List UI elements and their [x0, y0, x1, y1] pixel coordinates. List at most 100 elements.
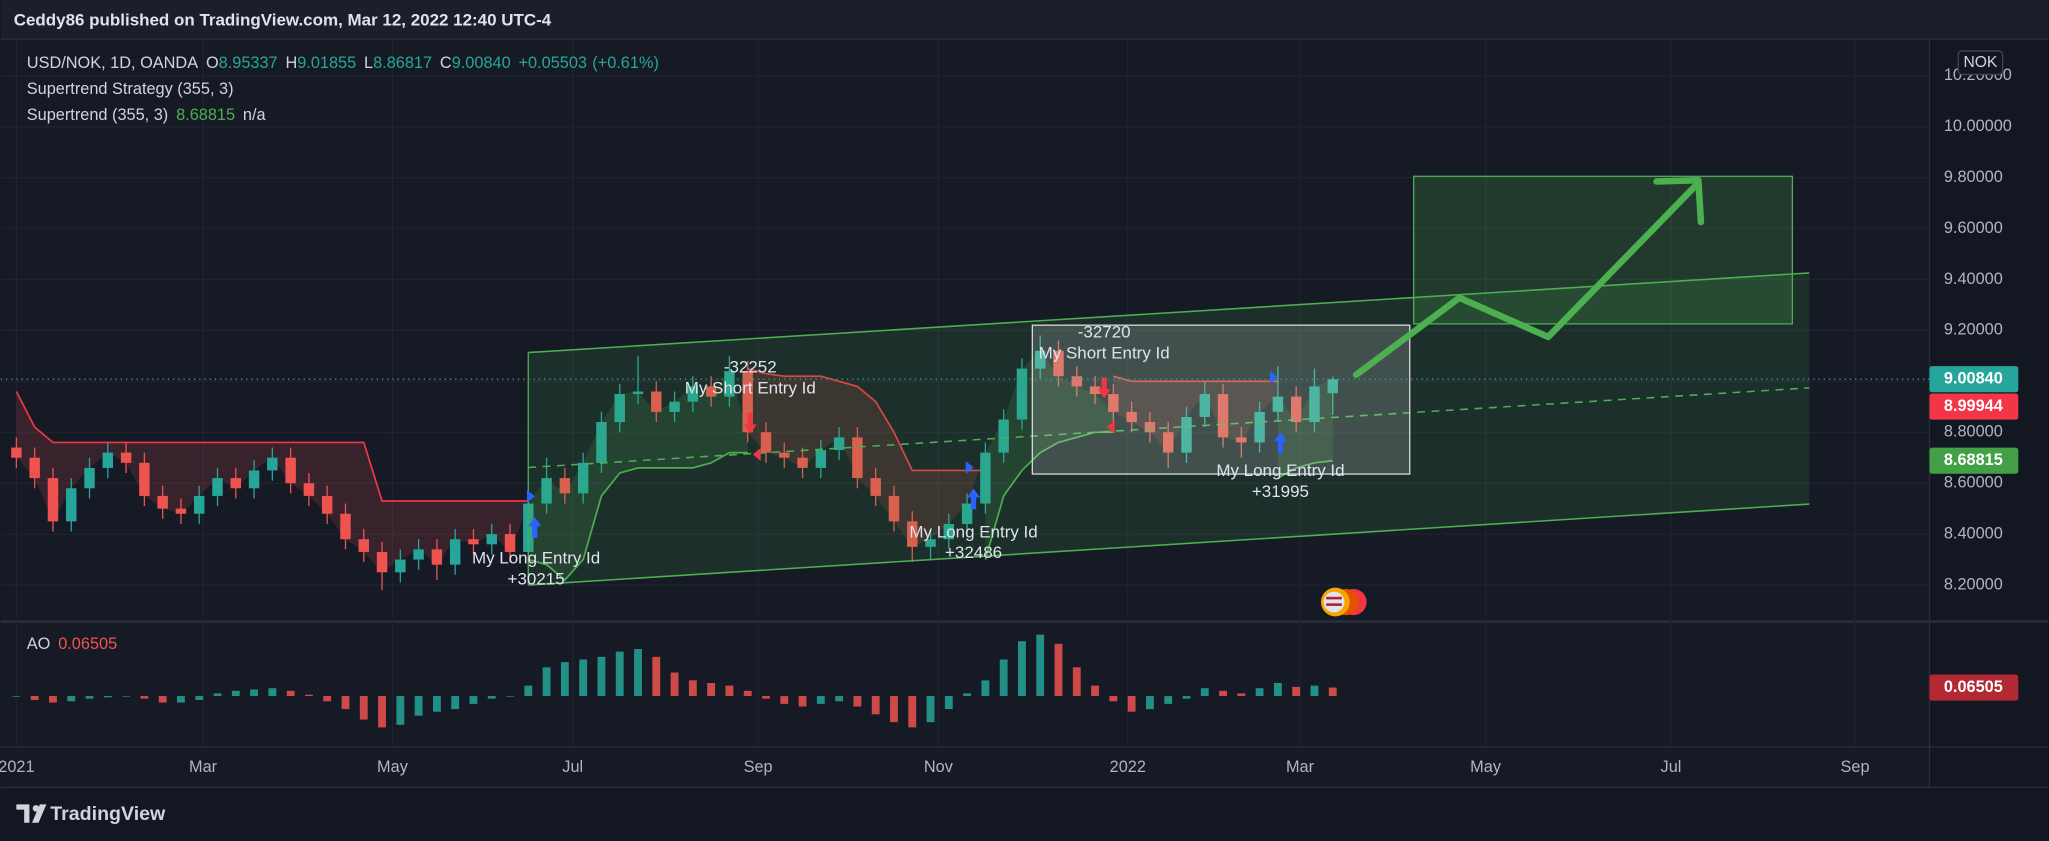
ao-bar: [195, 696, 204, 700]
candle-body: [468, 539, 479, 545]
ohlc-value: 8.95337: [219, 54, 278, 72]
ao-bar: [926, 696, 935, 723]
grid: [0, 39, 1930, 747]
candle-body: [833, 437, 845, 451]
candle-body: [139, 462, 150, 496]
signal-triangle: [752, 447, 761, 461]
change: +0.05503: [519, 54, 588, 72]
candle-body: [486, 534, 497, 545]
y-tick-label: 8.60000: [1944, 473, 2003, 491]
trend-fill: [528, 371, 748, 580]
ao-bar: [213, 693, 222, 697]
candle-body: [1254, 411, 1265, 443]
x-tick-label: Jul: [562, 758, 583, 776]
ao-bar: [560, 662, 569, 697]
trade-label: My Short Entry Id: [1039, 343, 1170, 362]
x-tick-label: 2021: [0, 758, 35, 776]
ao-value: 0.06505: [58, 635, 117, 653]
ao-bar: [250, 689, 258, 697]
ao-bar: [231, 690, 240, 697]
ao-bar: [451, 696, 460, 710]
candle-body: [1108, 394, 1119, 412]
arrow-head: [1653, 176, 1705, 226]
ao-bar: [707, 682, 716, 697]
candle-body: [29, 457, 40, 479]
ao-bar: [579, 659, 588, 697]
candle-body: [1217, 394, 1229, 438]
candle-body: [596, 422, 607, 463]
long-marker: [967, 488, 981, 510]
ao-bar: [688, 680, 697, 697]
candle-body: [888, 495, 900, 522]
ao-bar: [1310, 685, 1319, 697]
trade-label: My Long Entry Id: [909, 522, 1037, 541]
ao-bar: [981, 680, 990, 697]
x-tick-label: 2022: [1110, 758, 1146, 776]
symbol-legend: USD/NOK, 1D, OANDA O8.95337 H9.01855 L8.868…: [27, 54, 659, 72]
ao-bar: [1182, 696, 1191, 699]
ao-bar: [341, 696, 350, 710]
candle-body: [797, 457, 808, 468]
candle-body: [907, 521, 918, 547]
ao-bar: [1146, 696, 1154, 710]
ao-bar: [1109, 696, 1118, 702]
ao-bar: [1164, 696, 1173, 704]
long-marker: [1273, 432, 1287, 454]
candle-body: [1199, 394, 1210, 417]
x-tick-label: Jul: [1661, 758, 1682, 776]
x-tick-label: May: [1470, 758, 1502, 776]
candle-body: [395, 559, 406, 573]
price-label-box: [1929, 447, 2019, 474]
trade-profit: +30215: [508, 569, 565, 588]
projection-arrow: [1352, 179, 1702, 379]
channel-median: [528, 387, 1810, 469]
ao-bar: [999, 659, 1008, 697]
candle-body: [541, 478, 552, 504]
x-tick-label: Mar: [1286, 758, 1315, 776]
candle-body: [1126, 411, 1137, 423]
ao-bar: [1237, 693, 1246, 697]
candle-body: [870, 478, 881, 496]
indicator-extra: n/a: [243, 107, 267, 125]
y-tick-label: 9.20000: [1944, 321, 2003, 339]
candle-body: [376, 551, 388, 573]
trade-profit: -32252: [724, 358, 777, 377]
candle-body: [1162, 432, 1174, 453]
signal-triangle: [526, 489, 535, 503]
ao-bar: [1328, 687, 1337, 697]
trade-profit: -32720: [1078, 322, 1131, 341]
trade-label: My Long Entry Id: [1216, 461, 1344, 480]
candle-body: [212, 478, 223, 496]
currency: NOK: [1963, 54, 1997, 71]
candle-body: [651, 391, 662, 412]
ao-bar: [725, 685, 734, 697]
x-tick-label: Mar: [189, 758, 218, 776]
ao-bar: [963, 693, 972, 697]
signal-triangle: [1106, 420, 1115, 434]
candle-body: [1272, 396, 1284, 412]
ao-bar: [670, 672, 679, 697]
ao-bar: [414, 696, 423, 716]
y-tick-label: 9.40000: [1944, 270, 2003, 288]
trade-label: My Long Entry Id: [472, 548, 600, 567]
ao-bar: [359, 696, 368, 720]
candle-body: [742, 371, 753, 433]
candle-body: [1034, 350, 1046, 369]
candle-body: [559, 478, 571, 494]
y-tick-label: 9.60000: [1944, 219, 2003, 237]
candle-body: [577, 462, 589, 494]
y-tick-label: 8.20000: [1944, 575, 2003, 593]
ao-bar: [743, 690, 752, 697]
ao-label-box: [1929, 674, 2019, 701]
candle-body: [1290, 396, 1302, 423]
candle-body: [1327, 379, 1338, 394]
candle-body: [504, 534, 516, 552]
ohlc-key: H: [285, 54, 297, 72]
candle-body: [193, 495, 205, 514]
ao-bar: [816, 696, 825, 704]
ao-bar: [30, 696, 39, 700]
x-tick-label: May: [377, 758, 409, 776]
ao-bar: [506, 696, 514, 697]
channel-fill: [528, 272, 1810, 586]
